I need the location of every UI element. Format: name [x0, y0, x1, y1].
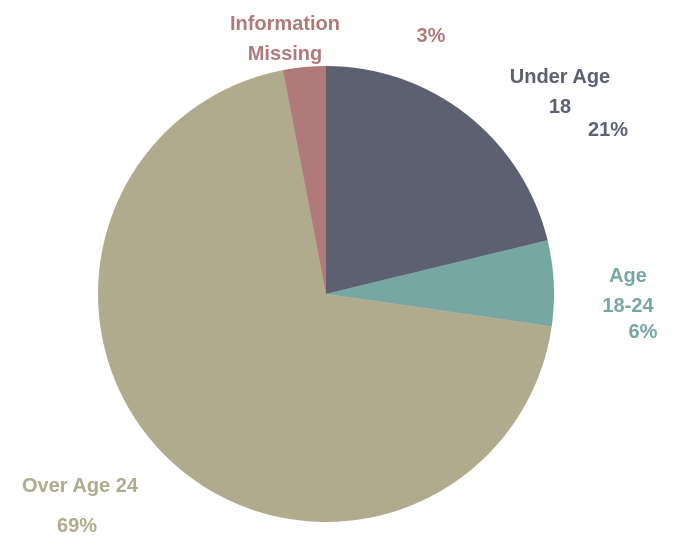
- slice-value-label: 69%: [56, 515, 98, 537]
- slice-label: Age 18-24: [602, 265, 654, 317]
- slice-value-label: 6%: [628, 321, 658, 343]
- pie-slice: [326, 66, 548, 294]
- pie-slice: [97, 70, 552, 523]
- slice-label: Information Missing: [230, 13, 340, 65]
- slice-label: Over Age 24: [22, 475, 138, 497]
- slice-label: Under Age 18: [509, 66, 611, 118]
- pie-slice: [326, 240, 554, 327]
- pie-slice: [282, 66, 326, 294]
- slice-value-label: 21%: [587, 119, 629, 141]
- slice-value-label: 3%: [416, 25, 446, 47]
